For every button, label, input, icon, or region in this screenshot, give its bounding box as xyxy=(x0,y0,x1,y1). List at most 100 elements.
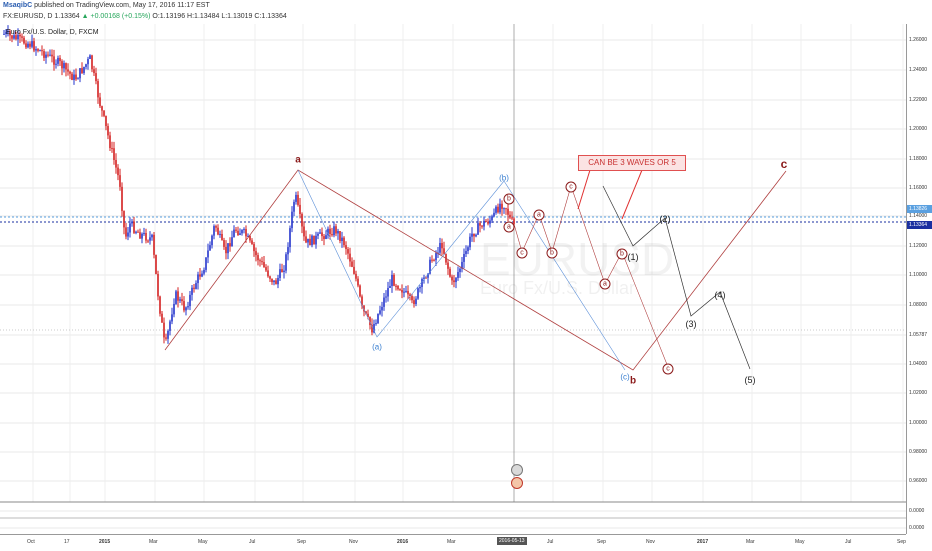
symbol-label[interactable]: FX:EURUSD, D xyxy=(3,13,53,20)
candle-body xyxy=(383,297,385,307)
candle-body xyxy=(91,55,93,70)
candle-body xyxy=(117,167,119,176)
candle-body xyxy=(31,41,33,47)
candle-body xyxy=(181,299,183,302)
candle-body xyxy=(171,314,173,322)
candle-body xyxy=(331,234,333,236)
candle-body xyxy=(295,194,297,202)
candle-body xyxy=(279,269,281,278)
candle-body xyxy=(261,261,263,263)
candle-body xyxy=(47,54,49,56)
candle-body xyxy=(81,68,83,73)
price-axis[interactable]: 1.26000 1.24000 1.22000 1.20000 1.18000 1.160… xyxy=(906,24,932,534)
candle-body xyxy=(45,54,47,58)
candle-body xyxy=(487,221,489,224)
candle-body xyxy=(389,286,391,288)
time-tick-label: 2016 xyxy=(397,539,409,545)
candle-body xyxy=(241,229,243,234)
candle-body xyxy=(371,325,373,333)
time-tick-label: Nov xyxy=(646,539,655,545)
candle-body xyxy=(453,280,455,283)
candle-body xyxy=(273,280,275,283)
candle-body xyxy=(363,305,365,312)
chart-pane[interactable] xyxy=(0,24,906,534)
candle-body xyxy=(471,233,473,237)
candle-body xyxy=(419,286,421,289)
candle-body xyxy=(73,74,75,80)
candle-body xyxy=(499,203,501,213)
candle-body xyxy=(467,247,469,252)
candle-body xyxy=(347,249,349,254)
candle-body xyxy=(399,289,401,291)
candle-body xyxy=(409,294,411,297)
candle-body xyxy=(159,296,161,314)
time-tick-label: May xyxy=(198,539,208,545)
candle-body xyxy=(225,246,227,254)
candle-body xyxy=(327,228,329,236)
wave-b-label: b xyxy=(629,375,637,387)
price-tick-label: 1.14000 xyxy=(909,213,928,219)
price-tick-label: 1.24000 xyxy=(909,67,928,73)
candle-body xyxy=(325,235,327,239)
author-link[interactable]: MsaqibC xyxy=(3,2,33,9)
circled-c-label: c xyxy=(516,247,528,259)
circled-a2-label: a xyxy=(599,278,611,290)
candle-body xyxy=(333,226,335,236)
wave-note-box[interactable]: CAN BE 3 WAVES OR 5 xyxy=(578,155,686,171)
time-axis[interactable]: Oct 17 2015 Mar May Jul Sep Nov 2016 Mar Jul Sep Nov… xyxy=(0,534,906,551)
candle-body xyxy=(481,225,483,227)
candle-body xyxy=(329,228,331,235)
circled-b3-label: b xyxy=(503,193,515,205)
candle-body xyxy=(75,74,77,80)
price-tick-label: 0.96000 xyxy=(909,478,928,484)
note-arrow-left xyxy=(577,169,591,210)
candle-body xyxy=(455,277,457,283)
candle-body xyxy=(233,229,235,238)
candle-body xyxy=(79,68,81,79)
candle-body xyxy=(13,35,15,39)
candle-body xyxy=(183,301,185,311)
candle-body xyxy=(451,276,453,281)
candle-body xyxy=(87,58,89,65)
candle-body xyxy=(3,33,5,35)
candle-body xyxy=(217,227,219,235)
event-marker-icon[interactable] xyxy=(511,464,523,476)
candle-body xyxy=(97,81,99,98)
candle-body xyxy=(403,291,405,293)
candle-body xyxy=(259,260,261,262)
candle-body xyxy=(337,230,339,234)
candle-body xyxy=(23,37,25,44)
candle-body xyxy=(213,226,215,236)
price-chart[interactable] xyxy=(0,24,906,534)
price-tick-label: 1.26000 xyxy=(909,37,928,43)
candle-body xyxy=(345,245,347,250)
candle-body xyxy=(289,228,291,248)
candle-body xyxy=(199,274,201,277)
candle-body xyxy=(187,306,189,308)
candle-body xyxy=(93,69,95,74)
impulse-3-label: (3) xyxy=(685,319,697,329)
candle-body xyxy=(433,259,435,261)
time-tick-label: May xyxy=(795,539,805,545)
chart-legend-title[interactable]: Euro Fx/U.S. Dollar, D, FXCM xyxy=(6,29,99,36)
candle-body xyxy=(257,255,259,261)
candle-body xyxy=(71,73,73,80)
candle-body xyxy=(275,280,277,285)
candle-body xyxy=(351,261,353,267)
candle-body xyxy=(89,55,91,59)
candle-body xyxy=(163,322,165,338)
candle-body xyxy=(119,175,121,187)
candle-body xyxy=(507,208,509,215)
candle-body xyxy=(197,274,199,284)
candle-body xyxy=(37,49,39,51)
candle-body xyxy=(459,268,461,273)
candle-body xyxy=(21,36,23,38)
candle-body xyxy=(239,233,241,235)
earnings-marker-icon[interactable] xyxy=(511,477,523,489)
candle-body xyxy=(137,231,139,233)
candle-body xyxy=(129,223,131,233)
price-tick-label: 1.00000 xyxy=(909,420,928,426)
candle-body xyxy=(61,61,63,69)
candle-body xyxy=(215,226,217,228)
time-tick-label: Jul xyxy=(547,539,554,545)
